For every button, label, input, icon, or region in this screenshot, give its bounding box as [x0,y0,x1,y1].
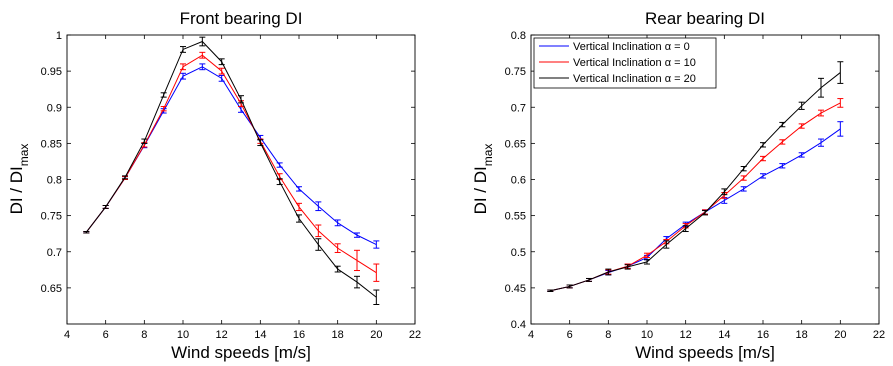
x-tick-label: 8 [141,329,147,341]
x-tick-label: 10 [641,329,653,341]
x-tick-label: 18 [796,329,808,341]
y-tick-label: 0.95 [41,66,62,78]
y-axis-label: DI / DImax [7,144,31,215]
y-tick-label: 0.5 [511,247,526,259]
plot-area [66,34,416,325]
series-line-alpha-20 [85,40,377,298]
x-tick-label: 18 [332,329,344,341]
chart-rear-bearing: Rear bearing DI 4 6 8 10 12 14 16 18 20 22 0.4 0.45… [471,9,885,362]
y-tick-label: 0.45 [505,283,526,295]
y-tick-label: 1 [56,30,62,42]
y-tick-label: 0.65 [41,283,62,295]
x-tick-label: 4 [528,329,534,341]
tick-group: 4 6 8 10 12 14 16 18 20 22 0.4 0.45 0.5 0.55 0.6 0.65 0.… [505,30,886,341]
y-tick-label: 0.8 [511,30,526,42]
x-tick-label: 12 [680,329,692,341]
chart-front-bearing: Front bearing DI 4 6 8 10 12 14 16 18 20 22 0.65 0.… [7,9,421,362]
y-tick-label: 0.7 [47,247,62,259]
y-axis-label: DI / DImax [471,144,495,215]
y-tick-label: 0.65 [505,138,526,150]
y-tick-label: 0.4 [511,319,526,331]
x-tick-label: 22 [409,329,421,341]
x-axis-label: Wind speeds [m/s] [171,343,311,362]
x-tick-label: 16 [757,329,769,341]
x-tick-label: 8 [605,329,611,341]
legend-entry-alpha-10: Vertical Inclination α = 10 [573,57,696,69]
x-tick-label: 10 [177,329,189,341]
legend: Vertical Inclination α = 0 Vertical Incl… [533,37,717,89]
y-tick-label: 0.9 [47,102,62,114]
chart-title: Rear bearing DI [645,9,765,28]
x-tick-label: 4 [64,329,70,341]
x-tick-label: 20 [370,329,382,341]
series-group [547,61,844,292]
y-tick-label: 0.55 [505,211,526,223]
tick-group: 4 6 8 10 12 14 16 18 20 22 0.65 0.7 0.75 0.8 0.85 0.9 0.… [41,30,422,341]
chart-title: Front bearing DI [180,9,303,28]
y-tick-label: 0.75 [41,211,62,223]
x-tick-label: 12 [216,329,228,341]
x-tick-label: 6 [567,329,573,341]
x-tick-label: 14 [718,329,730,341]
x-axis-label: Wind speeds [m/s] [635,343,775,362]
x-tick-label: 20 [834,329,846,341]
x-tick-label: 6 [103,329,109,341]
y-tick-label: 0.8 [47,175,62,187]
y-tick-label: 0.7 [511,102,526,114]
y-tick-label: 0.6 [511,175,526,187]
legend-entry-alpha-20: Vertical Inclination α = 20 [573,73,696,85]
series-line-alpha-10 [85,54,377,274]
y-axis-label-main: DI / DI [471,166,490,214]
x-tick-label: 14 [254,329,266,341]
series-line-alpha-20 [550,72,841,292]
x-tick-label: 22 [873,329,885,341]
series-group [83,36,380,305]
y-axis-label-main: DI / DI [7,166,26,214]
y-axis-label-subscript: max [481,144,495,167]
y-tick-label: 0.85 [41,138,62,150]
y-axis-label-subscript: max [17,144,31,167]
y-tick-label: 0.75 [505,66,526,78]
x-tick-label: 16 [293,329,305,341]
legend-entry-alpha-0: Vertical Inclination α = 0 [573,41,690,53]
